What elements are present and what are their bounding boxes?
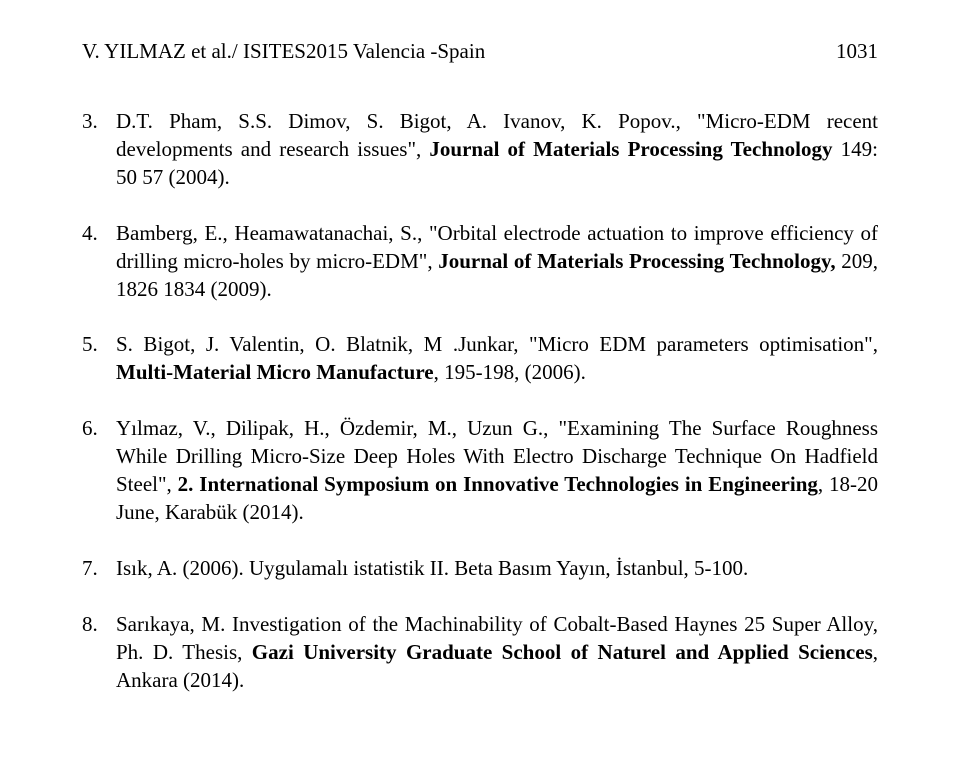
reference-body: Yılmaz, V., Dilipak, H., Özdemir, M., Uz… [116,415,878,527]
reference-item: 4. Bamberg, E., Heamawatanachai, S., "Or… [82,220,878,304]
reference-body: S. Bigot, J. Valentin, O. Blatnik, M .Ju… [116,331,878,387]
references-list: 3. D.T. Pham, S.S. Dimov, S. Bigot, A. I… [82,108,878,695]
reference-item: 3. D.T. Pham, S.S. Dimov, S. Bigot, A. I… [82,108,878,192]
reference-number: 4. [82,220,116,304]
reference-body: Sarıkaya, M. Investigation of the Machin… [116,611,878,695]
reference-journal: Multi-Material Micro Manufacture [116,360,434,384]
reference-journal: 2. International Symposium on Innovative… [178,472,818,496]
reference-number: 5. [82,331,116,387]
reference-number: 8. [82,611,116,695]
reference-item: 5. S. Bigot, J. Valentin, O. Blatnik, M … [82,331,878,387]
header-left: V. YILMAZ et al./ ISITES2015 Valencia -S… [82,38,485,66]
page-header: V. YILMAZ et al./ ISITES2015 Valencia -S… [82,38,878,66]
reference-body: Isık, A. (2006). Uygulamalı istatistik I… [116,555,878,583]
reference-item: 8. Sarıkaya, M. Investigation of the Mac… [82,611,878,695]
reference-item: 7. Isık, A. (2006). Uygulamalı istatisti… [82,555,878,583]
reference-number: 6. [82,415,116,527]
reference-text: S. Bigot, J. Valentin, O. Blatnik, M .Ju… [116,332,878,356]
reference-journal: Gazi University Graduate School of Natur… [252,640,873,664]
reference-body: Bamberg, E., Heamawatanachai, S., "Orbit… [116,220,878,304]
reference-journal: Journal of Materials Processing Technolo… [438,249,835,273]
reference-text: Isık, A. (2006). Uygulamalı istatistik I… [116,556,748,580]
reference-item: 6. Yılmaz, V., Dilipak, H., Özdemir, M.,… [82,415,878,527]
reference-journal: Journal of Materials Processing Technolo… [429,137,832,161]
reference-number: 7. [82,555,116,583]
reference-tail: , 195-198, (2006). [434,360,586,384]
reference-body: D.T. Pham, S.S. Dimov, S. Bigot, A. Ivan… [116,108,878,192]
header-page-number: 1031 [836,38,878,66]
reference-number: 3. [82,108,116,192]
